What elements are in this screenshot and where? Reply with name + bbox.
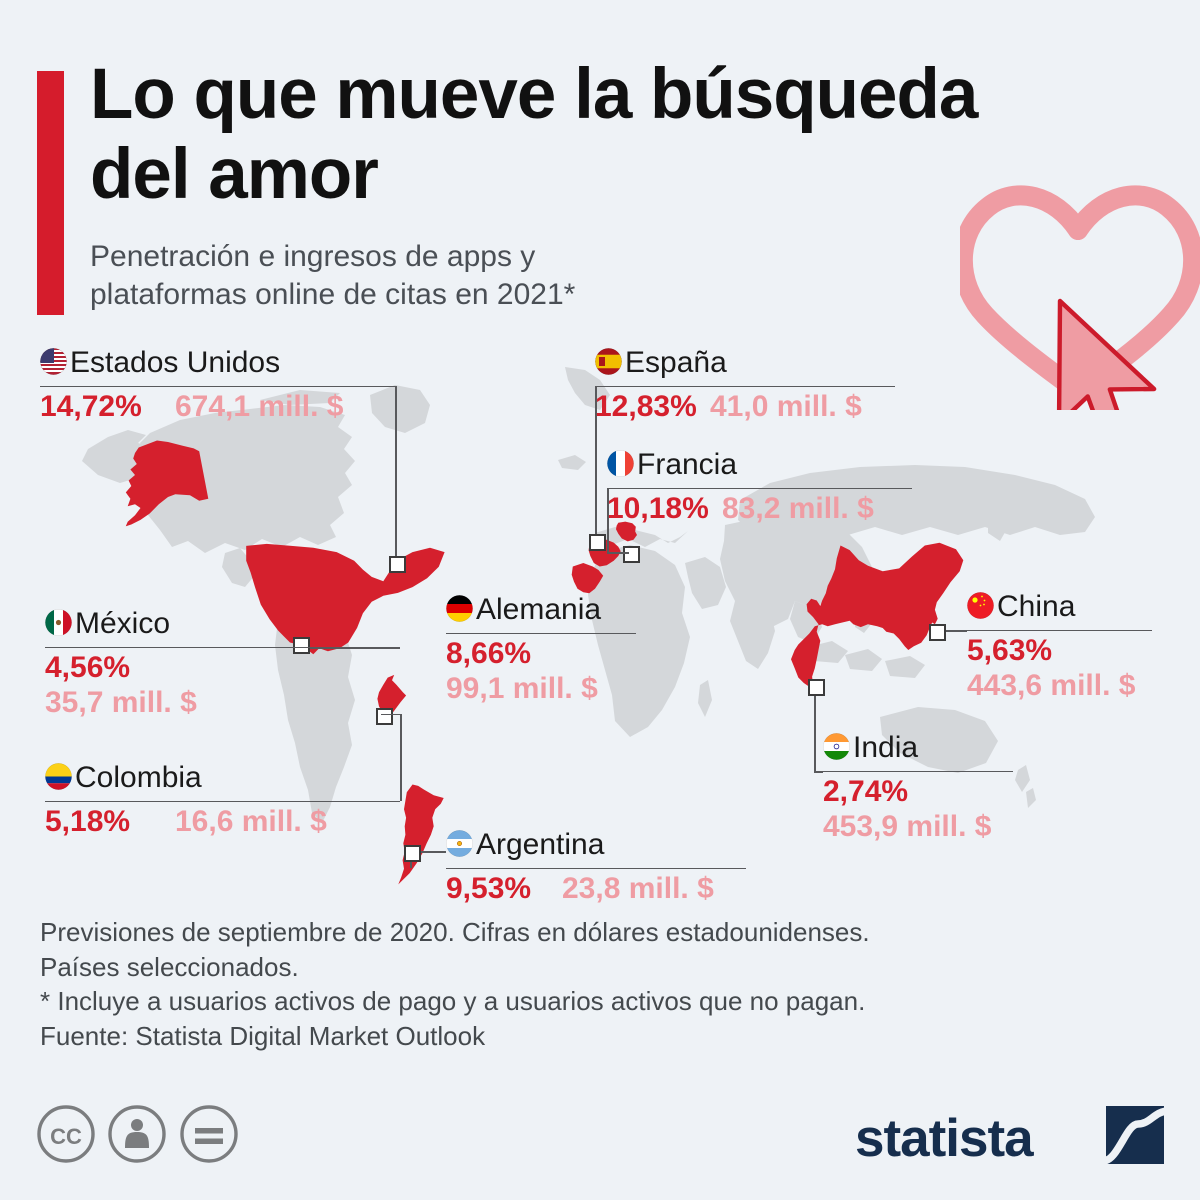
svg-text:CC: CC xyxy=(50,1124,82,1149)
